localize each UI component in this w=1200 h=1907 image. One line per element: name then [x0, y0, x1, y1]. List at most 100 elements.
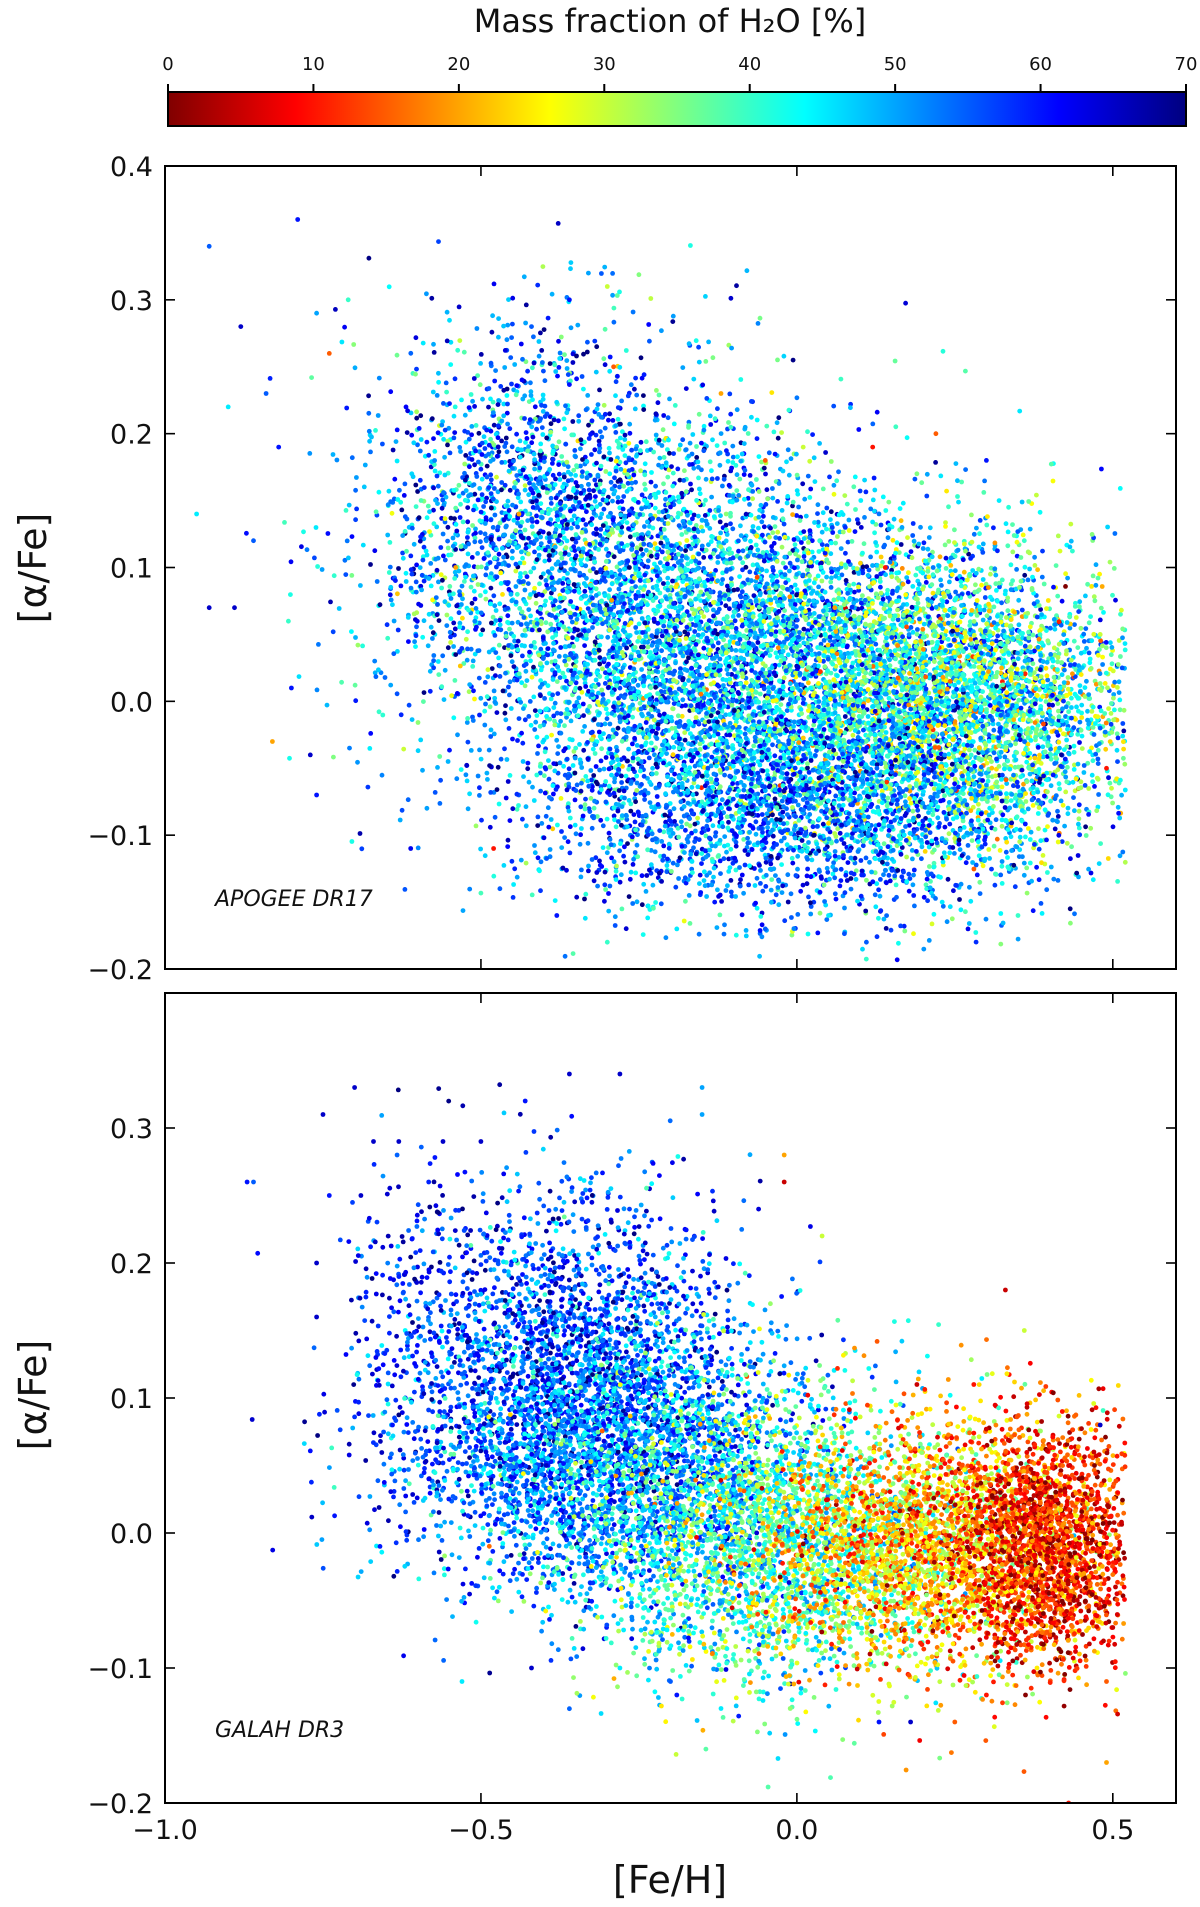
scatter-point: [448, 616, 454, 622]
scatter-point: [622, 443, 628, 449]
scatter-point: [608, 457, 614, 462]
scatter-point: [794, 395, 800, 401]
scatter-point: [579, 530, 585, 535]
scatter-point: [749, 664, 755, 670]
scatter-point: [603, 559, 609, 564]
scatter-point: [413, 644, 418, 649]
scatter-point: [805, 473, 811, 479]
scatter-point: [880, 494, 886, 500]
scatter-point: [714, 443, 720, 448]
scatter-point: [647, 338, 652, 344]
scatter-point: [553, 476, 558, 482]
scatter-point: [665, 474, 671, 480]
scatter-point: [706, 618, 712, 624]
scatter-point: [664, 614, 669, 620]
scatter-point: [773, 650, 779, 656]
scatter-point: [613, 393, 618, 399]
scatter-point: [610, 517, 616, 523]
scatter-point: [676, 494, 681, 500]
scatter-point: [756, 525, 761, 531]
scatter-point: [478, 756, 484, 762]
scatter-point: [848, 401, 853, 407]
scatter-point: [642, 472, 648, 478]
scatter-point: [605, 553, 611, 558]
scatter-point: [452, 626, 458, 632]
scatter-point: [724, 448, 729, 454]
scatter-point: [496, 642, 502, 648]
scatter-point: [581, 747, 587, 753]
scatter-point: [524, 621, 529, 627]
scatter-point: [670, 319, 676, 324]
scatter-point: [492, 512, 498, 518]
scatter-point: [580, 549, 586, 555]
scatter-point: [569, 619, 575, 625]
scatter-point: [385, 635, 391, 641]
scatter-point: [558, 507, 564, 512]
scatter-point: [450, 535, 456, 541]
scatter-point: [641, 403, 646, 409]
scatter-point: [449, 693, 454, 699]
scatter-point: [643, 720, 649, 725]
scatter-point: [1070, 548, 1075, 554]
scatter-point: [566, 552, 572, 557]
scatter-point: [520, 740, 526, 746]
scatter-point: [627, 421, 633, 427]
scatter-point: [554, 444, 559, 450]
colorbar-tick-label: 50: [884, 54, 907, 75]
scatter-point: [462, 461, 468, 467]
scatter-point: [653, 900, 658, 905]
scatter-point: [411, 611, 417, 617]
scatter-point: [615, 499, 621, 505]
scatter-point: [471, 507, 476, 513]
scatter-point: [595, 402, 601, 407]
scatter-point: [693, 338, 699, 344]
scatter-point: [470, 664, 476, 669]
scatter-point: [751, 552, 757, 558]
scatter-point: [666, 437, 671, 443]
scatter-point: [653, 483, 658, 489]
scatter-point: [621, 695, 627, 700]
scatter-points-apogee: [194, 217, 1128, 963]
scatter-point: [578, 804, 584, 810]
scatter-point: [507, 426, 513, 432]
scatter-point: [686, 678, 691, 683]
scatter-point: [542, 749, 548, 755]
scatter-point: [686, 893, 692, 898]
scatter-point: [468, 646, 474, 652]
scatter-point: [546, 557, 552, 563]
scatter-point: [691, 512, 697, 518]
scatter-point: [759, 519, 765, 525]
scatter-point: [815, 573, 821, 579]
scatter-point: [761, 513, 766, 519]
scatter-point: [660, 427, 666, 433]
scatter-point: [654, 630, 660, 636]
scatter-point: [565, 464, 571, 470]
scatter-point: [750, 496, 755, 502]
scatter-point: [481, 504, 486, 509]
scatter-point: [686, 423, 691, 428]
scatter-point: [451, 620, 457, 626]
scatter-point: [665, 581, 671, 586]
scatter-point: [543, 578, 549, 583]
scatter-point: [532, 585, 537, 591]
scatter-point: [690, 516, 695, 522]
scatter-point: [427, 668, 433, 674]
scatter-point: [626, 592, 632, 597]
scatter-point: [506, 620, 512, 626]
scatter-point: [1041, 581, 1047, 587]
scatter-point: [537, 581, 542, 587]
scatter-point: [643, 439, 649, 445]
scatter-point: [436, 379, 441, 385]
scatter-point: [490, 525, 496, 530]
scatter-point: [521, 560, 527, 566]
scatter-point: [659, 598, 665, 604]
scatter-point: [361, 484, 367, 490]
scatter-point: [453, 652, 459, 657]
scatter-point: [657, 590, 663, 596]
scatter-point: [661, 455, 667, 460]
scatter-point: [1027, 566, 1032, 572]
scatter-point: [736, 493, 742, 498]
scatter-point: [696, 475, 701, 481]
scatter-point: [775, 529, 781, 535]
